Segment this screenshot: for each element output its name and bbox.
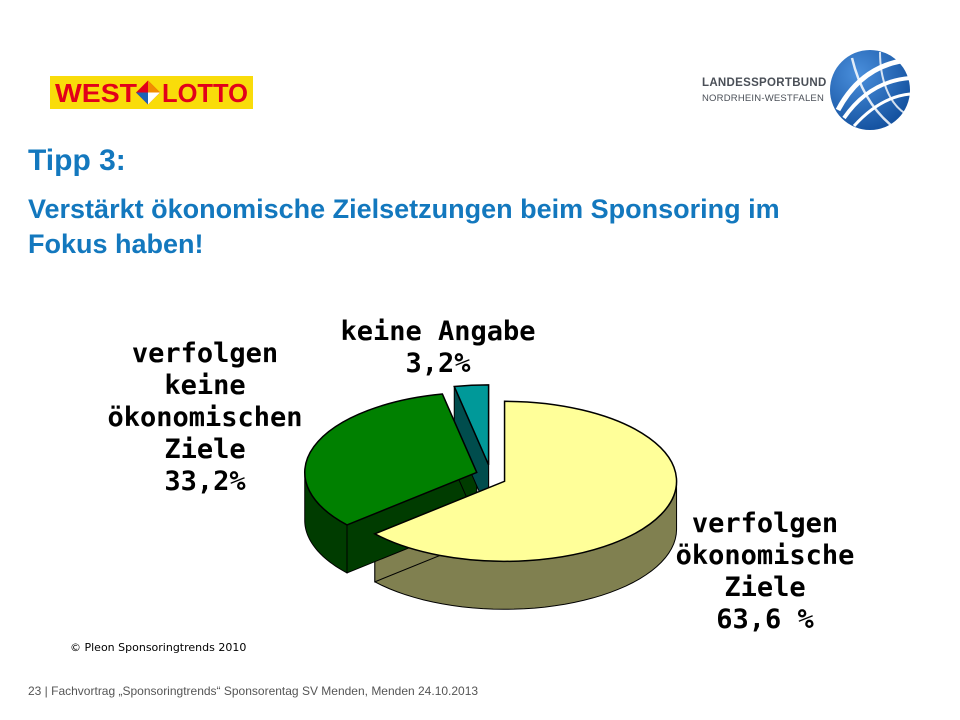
pie-slice-1	[304, 393, 478, 526]
label-main-value: 63,6 %	[716, 604, 814, 635]
lsb-logo-line1: LANDESSPORTBUND	[702, 77, 827, 89]
footer: 23 | Fachvortrag „Sponsoringtrends“ Spon…	[28, 684, 479, 698]
label-main-line2: ökonomische	[675, 540, 855, 571]
label-keine-ziele-line2: keine	[164, 370, 246, 401]
pie-slice-0	[373, 400, 678, 563]
westlotto-logo-text-lotto: LOTTO	[162, 78, 248, 108]
pie-slice-2	[453, 384, 490, 466]
label-keine-ziele-value: 33,2%	[164, 466, 246, 497]
westlotto-logo: WEST LOTTO	[50, 76, 253, 109]
slide-title: Tipp 3: Verstärkt ökonomische Zielsetzun…	[28, 142, 828, 262]
westlotto-diamond-icon	[136, 80, 160, 105]
label-keine-ziele-line1: verfolgen	[131, 338, 279, 369]
source-note: © Pleon Sponsoringtrends 2010	[70, 641, 247, 654]
label-main-line3: Ziele	[724, 572, 806, 603]
label-keine-angabe-line1: keine Angabe	[340, 316, 536, 347]
globe-icon	[830, 50, 911, 130]
label-keine-ziele: verfolgen keine ökonomischen Ziele 33,2%	[95, 338, 315, 498]
label-keine-angabe: keine Angabe 3,2%	[318, 316, 558, 380]
label-keine-angabe-value: 3,2%	[405, 348, 471, 379]
title-line2: Verstärkt ökonomische Zielsetzungen beim…	[28, 194, 780, 259]
lsb-logo-line2: NORDRHEIN-WESTFALEN	[702, 93, 825, 104]
label-main: verfolgen ökonomische Ziele 63,6 %	[655, 508, 875, 636]
westlotto-logo-text-west: WEST	[55, 78, 137, 108]
landessportbund-logo: LANDESSPORTBUND NORDRHEIN-WESTFALEN	[702, 48, 912, 132]
label-main-line1: verfolgen	[691, 508, 839, 539]
label-keine-ziele-line4: Ziele	[164, 434, 246, 465]
title-line1: Tipp 3:	[28, 144, 126, 177]
label-keine-ziele-line3: ökonomischen	[107, 402, 303, 433]
